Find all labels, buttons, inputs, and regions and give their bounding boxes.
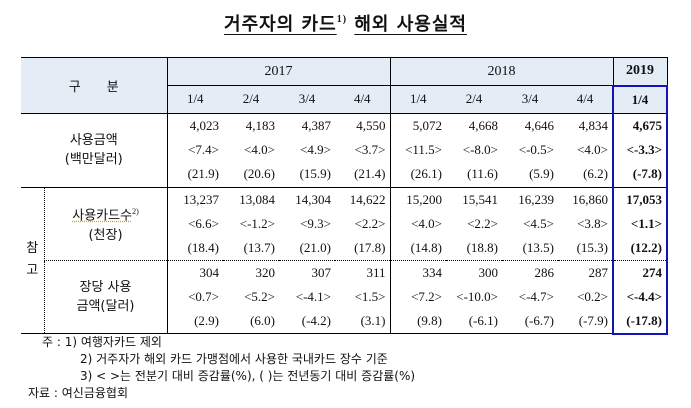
quarter-header: 1/4	[166, 85, 223, 114]
data-cell: 307 <-4.1> (-4.2)	[279, 260, 335, 334]
footnote-3: 3) < >는 전분기 대비 증감률(%), ( )는 전년동기 대비 증감률(…	[80, 369, 416, 383]
data-cell: 13,084 <-1.2> (13.7)	[223, 187, 279, 261]
category-header: 구 분	[21, 57, 167, 114]
data-cell: 320 <5.2> (6.0)	[223, 260, 279, 334]
data-cell: 13,237 <6.6> (18.4)	[166, 187, 223, 261]
data-cell: 4,646 <-0.5> (5.9)	[502, 113, 558, 188]
quarter-header: 4/4	[558, 85, 613, 114]
quarter-header: 1/4	[389, 85, 446, 114]
data-cell: 16,239 <4.5> (13.5)	[502, 187, 558, 261]
year-header-2018: 2018	[389, 57, 613, 86]
data-cell: 15,200 <4.0> (14.8)	[389, 187, 446, 261]
data-cell: 4,550 <3.7> (21.4)	[335, 113, 390, 188]
title-suffix: 해외 사용실적	[354, 14, 467, 35]
row-label: 사용카드수2) (천장)	[43, 187, 167, 261]
data-cell: 15,541 <2.2> (18.8)	[446, 187, 502, 261]
data-cell: 5,072 <11.5> (26.1)	[389, 113, 446, 188]
data-cell: 14,622 <2.2> (17.8)	[335, 187, 390, 261]
data-cell-2019: 4,675 <-3.3> (-7.8)	[612, 113, 668, 188]
data-cell: 14,304 <9.3> (21.0)	[279, 187, 335, 261]
data-cell: 4,668 <-8.0> (11.6)	[446, 113, 502, 188]
data-cell-2019: 274 <-4.4> (-17.8)	[612, 260, 668, 335]
data-cell-2019: 17,053 <1.1> (12.2)	[612, 187, 668, 261]
card-usage-table: 구 분 2017 2018 2019 1/4 2/4 3/4 4/4 1/4 2…	[21, 57, 668, 335]
data-cell: 286 <-4.7> (-6.7)	[502, 260, 558, 334]
data-cell: 4,834 <4.0> (6.2)	[558, 113, 613, 188]
data-cell: 4,023 <7.4> (21.9)	[166, 113, 223, 188]
data-cell: 300 <-10.0> (-6.1)	[446, 260, 502, 334]
page-title: 거주자의 카드1) 해외 사용실적	[0, 10, 691, 36]
quarter-header: 4/4	[335, 85, 390, 114]
data-cell: 4,387 <4.9> (15.9)	[279, 113, 335, 188]
year-header-2017: 2017	[166, 57, 390, 86]
data-cell: 16,860 <3.8> (15.3)	[558, 187, 613, 261]
quarter-header: 3/4	[502, 85, 558, 114]
reference-group-label: 참 고	[21, 187, 44, 334]
data-cell: 311 <1.5> (3.1)	[335, 260, 390, 334]
footnote-2: 2) 거주자가 해외 카드 가맹점에서 사용한 국내카드 장수 기준	[80, 352, 388, 366]
data-cell: 334 <7.2> (9.8)	[389, 260, 446, 334]
footnotes: 주 : 1) 여행자카드 제외 2) 거주자가 해외 카드 가맹점에서 사용한 …	[28, 334, 415, 402]
data-cell: 304 <0.7> (2.9)	[166, 260, 223, 334]
data-cell: 287 <0.2> (-7.9)	[558, 260, 613, 334]
table-row-usage-amount: 사용금액 (백만달러) 4,023 <7.4> (21.9) 4,183 <4.0>(…	[21, 113, 668, 188]
quarter-header: 3/4	[279, 85, 335, 114]
data-cell: 4,183 <4.0> (20.6)	[223, 113, 279, 188]
footnote-1: 주 : 1) 여행자카드 제외	[42, 335, 162, 349]
quarter-header: 2/4	[446, 85, 502, 114]
quarter-header-2019-q1: 1/4	[612, 84, 668, 114]
row-label: 장당 사용 금액(달러)	[43, 260, 167, 334]
quarter-header: 2/4	[223, 85, 279, 114]
year-header-2019: 2019	[612, 57, 668, 86]
row-label: 사용금액 (백만달러)	[21, 113, 167, 188]
table-row-amount-per-card: 장당 사용 금액(달러) 304 <0.7> (2.9) 320 <5.2> (6.0)…	[21, 260, 668, 335]
source-note: 자료 : 여신금융협회	[28, 386, 129, 400]
title-text: 거주자의 카드	[224, 14, 337, 35]
title-footnote-mark: 1)	[336, 14, 348, 25]
table-row-card-count: 참 고 사용카드수2) (천장) 13,237 <6.6> (18.4) 13,08…	[21, 187, 668, 334]
